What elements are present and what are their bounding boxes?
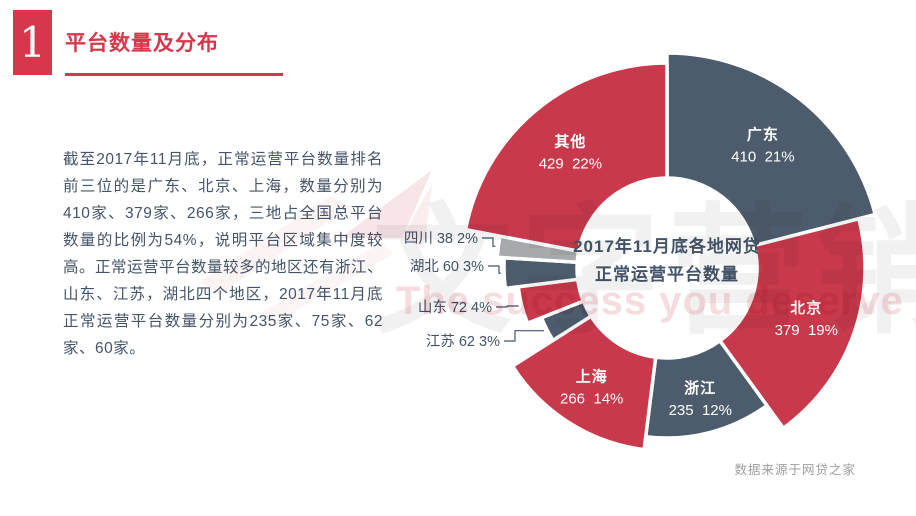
leader-line-江苏 [504, 330, 544, 342]
data-source: 数据来源于网贷之家 [734, 463, 856, 477]
leader-line-山东 [496, 305, 519, 308]
title-underline [65, 73, 283, 76]
slice-name-上海: 上海 [576, 368, 608, 386]
slice-上海 [510, 314, 658, 452]
chart-labels: 广东 410 21% 北京 379 19% 浙江 235 12% 上海 266 14% 江苏 6… [404, 125, 838, 419]
leader-line-四川 [482, 237, 496, 247]
slice-name-浙江: 浙江 [684, 379, 716, 397]
donut-hole [579, 180, 755, 356]
callout-label-江苏: 江苏 62 3% [426, 333, 500, 350]
chart-slices [463, 51, 877, 452]
callout-label-湖北: 湖北 60 3% [410, 258, 484, 275]
slice-value-其他: 429 22% [539, 155, 602, 172]
slice-北京 [718, 217, 867, 430]
slice-value-浙江: 235 12% [669, 402, 732, 419]
slice-广东 [665, 51, 877, 248]
page-title: 平台数量及分布 [65, 32, 219, 55]
slice-浙江 [643, 339, 769, 440]
slice-name-北京: 北京 [790, 299, 822, 317]
leader-line-湖北 [488, 265, 502, 274]
chart-center-label-line2: 正常运营平台数量 [595, 264, 739, 284]
slice-value-北京: 379 19% [775, 322, 838, 339]
section-number: 1 [19, 17, 46, 67]
slice-value-上海: 266 14% [560, 391, 623, 408]
slice-name-广东: 广东 [747, 125, 779, 143]
chart-center-label-line1: 2017年11月底各地网贷 [573, 236, 761, 256]
slice-value-广东: 410 21% [731, 148, 794, 165]
callout-label-四川: 四川 38 2% [404, 231, 478, 247]
section-number-box: 1 [13, 10, 52, 75]
callout-label-山东: 山东 72 4% [418, 299, 492, 316]
slice-其他 [463, 61, 669, 253]
slice-name-其他: 其他 [554, 132, 586, 150]
donut-chart: 广东 410 21% 北京 379 19% 浙江 235 12% 上海 266 14% 江苏 6… [404, 51, 877, 452]
intro-paragraph: 截至2017年11月底，正常运营平台数量排名前三位的是广东、北京、上海，数量分别… [63, 151, 384, 357]
